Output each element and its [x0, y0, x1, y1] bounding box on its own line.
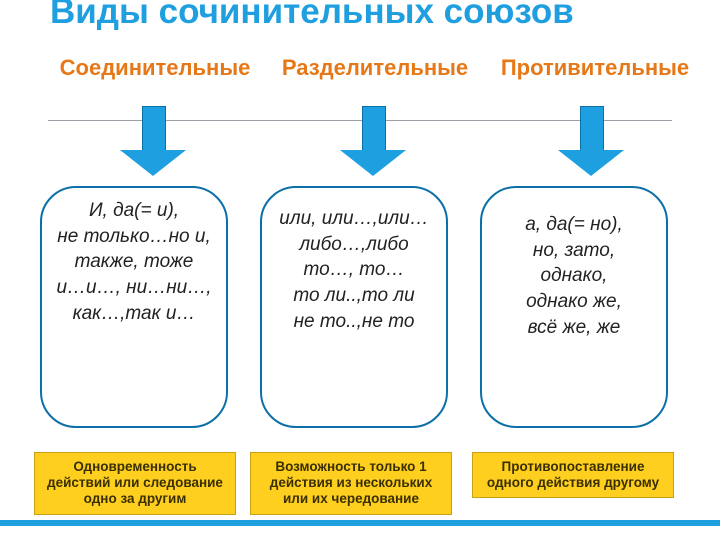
examples-line: однако,	[490, 263, 658, 289]
header-disjunctive: Разделительные	[270, 56, 480, 80]
header-connective: Соединительные	[50, 56, 260, 80]
footer-accent	[0, 520, 720, 526]
examples-line: всё же, же	[490, 315, 658, 341]
note-connective: Одновременность действий или следование …	[34, 452, 236, 515]
examples-line: либо…,либо	[270, 232, 438, 258]
examples-line: то…, то…	[270, 257, 438, 283]
examples-line: однако же,	[490, 289, 658, 315]
examples-line: И, да(= и),	[50, 198, 218, 224]
examples-line: или, или…,или…	[270, 206, 438, 232]
examples-line: но, зато,	[490, 238, 658, 264]
examples-line: не только…но и,	[50, 224, 218, 250]
examples-line: и…и…, ни…ни…,	[50, 275, 218, 301]
note-adversative: Противопоставление одного действия друго…	[472, 452, 674, 498]
header-adversative: Противительные	[490, 56, 700, 80]
pill-connective: И, да(= и), не только…но и, также, тоже …	[40, 186, 228, 428]
pill-disjunctive: или, или…,или… либо…,либо то…, то… то ли…	[260, 186, 448, 428]
examples-line: также, тоже	[50, 249, 218, 275]
examples-line: не то..,не то	[270, 309, 438, 335]
slide-root: Виды сочинительных союзов Соединительные…	[0, 0, 720, 540]
examples-line: как…,так и…	[50, 301, 218, 327]
pill-adversative: а, да(= но), но, зато, однако, однако же…	[480, 186, 668, 428]
note-disjunctive: Возможность только 1 действия из несколь…	[250, 452, 452, 515]
examples-line: то ли..,то ли	[270, 283, 438, 309]
examples-line: а, да(= но),	[490, 212, 658, 238]
slide-title: Виды сочинительных союзов	[50, 0, 670, 32]
